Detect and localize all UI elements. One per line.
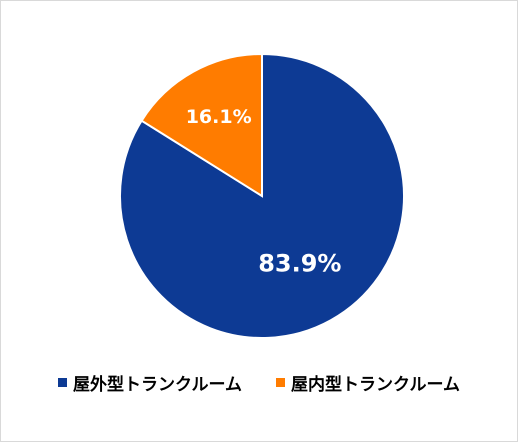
- slice-outdoor: [119, 52, 405, 339]
- legend-swatch-outdoor: [58, 378, 68, 387]
- legend: 屋外型トランクルーム 屋内型トランクルーム: [0, 370, 518, 395]
- legend-swatch-indoor: [276, 378, 285, 387]
- data-label-indoor: 16.1%: [186, 106, 252, 128]
- legend-item-outdoor: 屋外型トランクルーム: [58, 370, 242, 395]
- legend-item-indoor: 屋内型トランクルーム: [276, 370, 460, 395]
- slice-indoor: [140, 52, 263, 198]
- legend-label-indoor: 屋内型トランクルーム: [291, 375, 460, 395]
- pie-chart: 83.9% 16.1%: [119, 52, 405, 339]
- legend-label-outdoor: 屋外型トランクルーム: [73, 375, 242, 395]
- data-label-outdoor: 83.9%: [258, 249, 341, 277]
